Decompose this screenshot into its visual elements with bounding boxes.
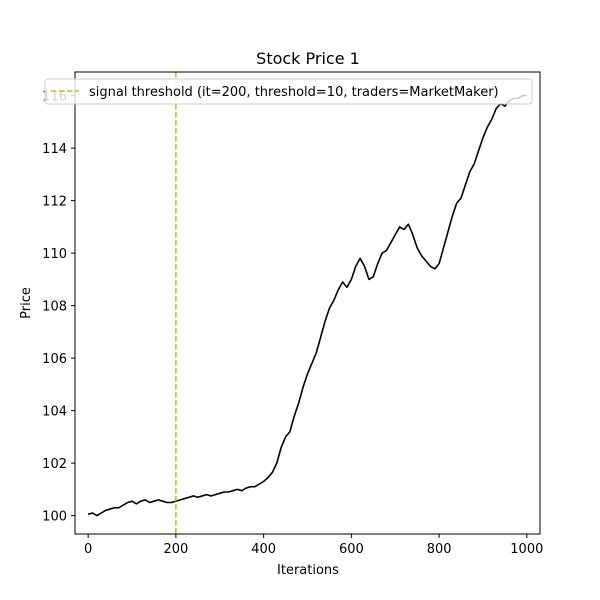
x-axis: 0 200 400 600 800 1000 (84, 534, 543, 557)
y-tick-label: 114 (42, 142, 67, 157)
legend-box (44, 78, 533, 105)
x-tick-label: 400 (251, 542, 276, 557)
x-tick-label: 0 (84, 542, 92, 557)
y-tick-label: 106 (42, 352, 67, 367)
y-tick-label: 102 (42, 457, 67, 472)
chart-title: Stock Price 1 (256, 49, 360, 68)
x-tick-label: 800 (427, 542, 452, 557)
plot-area (74, 71, 541, 535)
x-tick-label: 200 (163, 542, 188, 557)
y-tick-label: 100 (42, 510, 67, 525)
series-line-0 (87, 94, 527, 517)
series-layer (87, 94, 527, 517)
y-axis: 100102104106108110112114116 (42, 90, 75, 525)
x-tick-label: 1000 (510, 542, 543, 557)
y-axis-title: Price (19, 287, 34, 319)
legend-label: signal threshold (it=200, threshold=10, … (89, 85, 499, 100)
y-tick-label: 110 (42, 247, 67, 262)
y-tick-label: 108 (42, 300, 67, 315)
x-axis-title: Iterations (277, 563, 339, 578)
y-tick-label: 112 (42, 195, 67, 210)
legend: signal threshold (it=200, threshold=10, … (44, 78, 533, 105)
plot-frame (74, 71, 541, 535)
y-tick-label: 104 (42, 405, 67, 420)
x-tick-label: 600 (339, 542, 364, 557)
plot-background (75, 72, 540, 534)
